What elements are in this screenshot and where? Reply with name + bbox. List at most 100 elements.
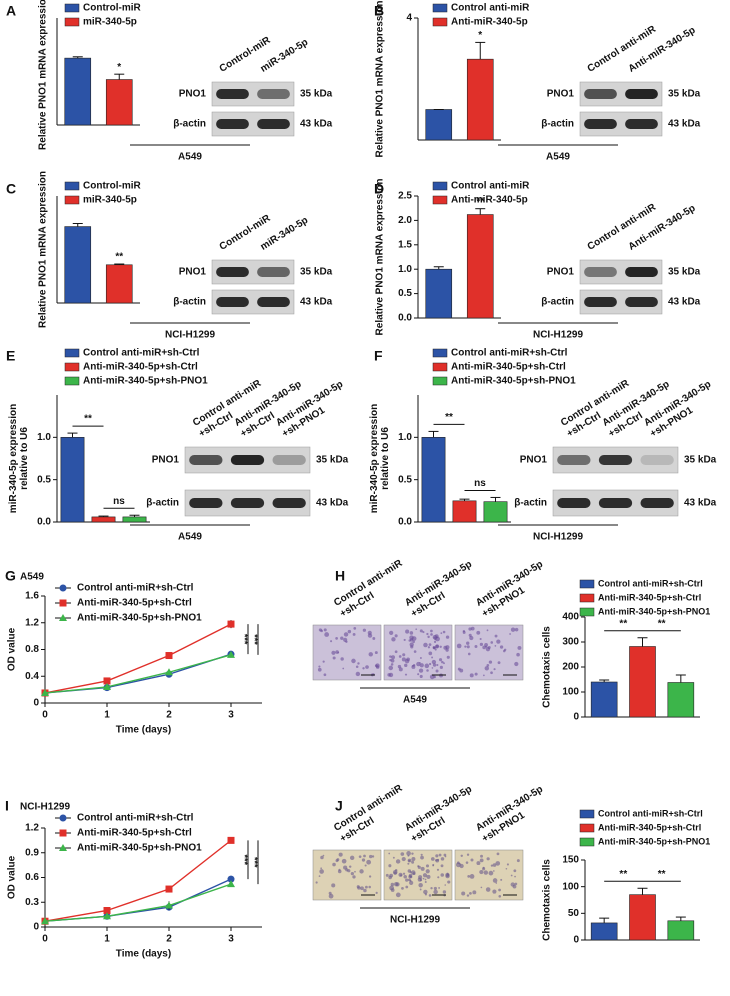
- point: [103, 682, 111, 690]
- blot-row-label: β-actin: [173, 297, 206, 308]
- significance: **: [84, 414, 92, 425]
- cell: [470, 626, 475, 631]
- cell: [372, 637, 376, 640]
- legend-swatch: [432, 362, 448, 372]
- point: [103, 677, 111, 685]
- bar: [105, 79, 133, 126]
- cell: [401, 657, 406, 662]
- y-tick-label: 0.6: [25, 872, 39, 883]
- cell: [495, 861, 501, 866]
- cell: [358, 855, 362, 859]
- cell: [332, 862, 336, 867]
- y-tick-label: 0.5: [398, 288, 412, 299]
- cell: [317, 667, 322, 672]
- blot-row-label: β-actin: [541, 297, 574, 308]
- blot-size-label: 43 kDa: [684, 498, 717, 509]
- cell: [419, 878, 423, 882]
- blot-band: [272, 498, 306, 508]
- cell: [408, 859, 411, 862]
- blot-band: [584, 119, 617, 129]
- cell: [407, 862, 410, 865]
- y-tick-label: 1.0: [37, 432, 51, 443]
- cell: [479, 642, 484, 647]
- legend-label: Anti-miR-340-5p+sh-PNO1: [598, 606, 710, 616]
- bar: [483, 501, 508, 523]
- point: [227, 650, 235, 658]
- legend-label: Anti-miR-340-5p+sh-Ctrl: [83, 362, 198, 373]
- cell: [402, 872, 406, 875]
- blot-band: [257, 297, 290, 307]
- cell: [364, 864, 367, 867]
- blot-size-label: 35 kDa: [300, 267, 333, 278]
- cell: [461, 891, 466, 896]
- cell: [409, 880, 414, 885]
- cell: [388, 864, 392, 868]
- cell: [440, 857, 445, 861]
- cell: [462, 631, 466, 634]
- cell: [324, 632, 330, 637]
- legend-swatch: [579, 837, 595, 847]
- cell: [394, 869, 398, 872]
- y-tick-label: 0: [33, 922, 39, 933]
- blot-row-label: PNO1: [520, 455, 548, 466]
- blot-band: [189, 498, 223, 508]
- cell: [464, 645, 467, 648]
- significance: **: [658, 618, 666, 629]
- legend-swatch: [432, 376, 448, 386]
- cell: [389, 873, 394, 878]
- cell-line-label: NCI-H1299: [533, 532, 583, 543]
- cell: [435, 854, 439, 858]
- cell: [444, 884, 447, 886]
- legend-label: Anti-miR-340-5p+sh-Ctrl: [451, 362, 566, 373]
- blot-size-label: 43 kDa: [316, 498, 349, 509]
- cell-line-label: NCI-H1299: [533, 330, 583, 341]
- cell: [411, 636, 417, 641]
- cell: [390, 663, 394, 666]
- cell: [488, 870, 494, 876]
- cell: [443, 853, 447, 857]
- cell: [480, 886, 483, 889]
- cell: [318, 875, 321, 878]
- blot-band: [625, 267, 658, 277]
- cell: [417, 865, 421, 869]
- cell: [460, 854, 463, 857]
- series-line: [44, 623, 232, 694]
- cell: [331, 883, 336, 888]
- significance: ***: [240, 634, 250, 645]
- legend-swatch: [432, 3, 448, 13]
- y-tick-label: 0.0: [37, 517, 51, 528]
- bar: [629, 894, 656, 941]
- cell: [458, 862, 461, 865]
- cell: [318, 665, 321, 668]
- blot-band: [625, 119, 658, 129]
- cell: [335, 637, 338, 640]
- cell: [516, 859, 520, 863]
- point: [165, 652, 173, 660]
- cell: [407, 869, 412, 873]
- cell: [430, 629, 433, 633]
- cell: [436, 868, 440, 871]
- legend-label: Control anti-miR: [451, 3, 530, 14]
- cell: [424, 880, 427, 883]
- cell: [432, 663, 437, 667]
- cell: [440, 864, 444, 868]
- point: [227, 620, 235, 628]
- y-axis-label: Chemotaxis cells: [542, 859, 553, 941]
- cell: [337, 651, 340, 654]
- legend-swatch: [579, 607, 595, 617]
- cell: [359, 869, 364, 874]
- legend-label: miR-340-5p: [83, 195, 137, 206]
- cell: [320, 855, 324, 860]
- cell: [466, 894, 470, 897]
- cell: [466, 645, 470, 649]
- y-axis-label: relative to U6: [19, 427, 30, 490]
- cell: [404, 658, 410, 664]
- cell: [439, 645, 442, 648]
- y-axis-label: Chemotaxis cells: [542, 626, 553, 708]
- cell: [443, 662, 445, 665]
- cell: [503, 648, 507, 652]
- cell: [348, 865, 352, 868]
- cell: [424, 663, 430, 669]
- legend-label: Control anti-miR+sh-Ctrl: [77, 813, 194, 824]
